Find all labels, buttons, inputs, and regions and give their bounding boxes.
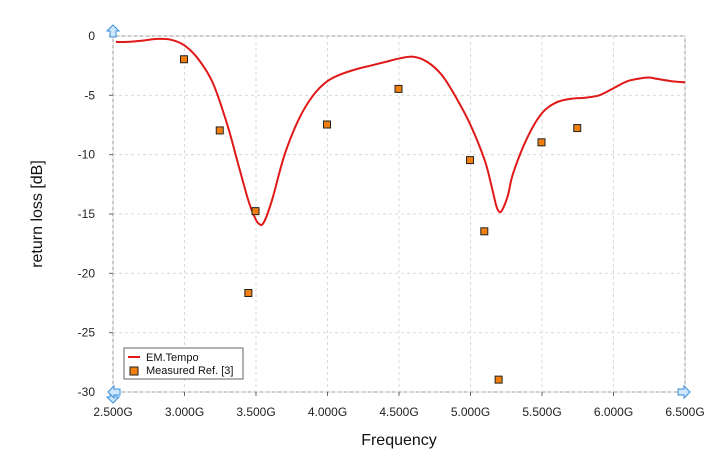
axes: 2.500G 3.000G 3.500G 4.000G 4.500G 5.000G 5.50… bbox=[78, 29, 705, 419]
x-axis-title: Frequency bbox=[361, 432, 437, 449]
x-tick-label: 4.500G bbox=[379, 405, 418, 419]
legend-label-measured-ref: Measured Ref. [3] bbox=[146, 365, 233, 377]
y-tick-label: -15 bbox=[78, 207, 96, 221]
x-axis-left-handle[interactable] bbox=[107, 384, 121, 400]
x-axis-right-handle[interactable] bbox=[677, 384, 691, 400]
y-axis-title: return loss [dB] bbox=[29, 160, 46, 268]
y-tick-label: 0 bbox=[88, 29, 95, 43]
measured-point bbox=[480, 227, 489, 236]
x-tick-label: 6.500G bbox=[665, 405, 704, 419]
em-tempo-line bbox=[115, 37, 686, 227]
measured-point bbox=[215, 126, 224, 135]
measured-point bbox=[494, 375, 503, 384]
measured-point bbox=[251, 207, 260, 216]
em-tempo-series bbox=[115, 37, 686, 227]
legend-label-em-tempo: EM.Tempo bbox=[146, 352, 199, 364]
x-tick-label: 4.000G bbox=[308, 405, 347, 419]
legend: EM.Tempo Measured Ref. [3] bbox=[123, 347, 244, 380]
y-tick-label: -5 bbox=[84, 88, 95, 102]
y-tick-label: -10 bbox=[78, 148, 96, 162]
x-tick-label: 5.000G bbox=[451, 405, 490, 419]
y-axis-top-handle[interactable] bbox=[105, 24, 121, 38]
x-tick-label: 3.500G bbox=[236, 405, 275, 419]
x-tick-label: 2.500G bbox=[93, 405, 132, 419]
measured-point bbox=[180, 55, 188, 64]
y-tick-label: -30 bbox=[78, 385, 96, 399]
x-tick-label: 5.500G bbox=[522, 405, 561, 419]
legend-marker-swatch bbox=[129, 366, 139, 376]
legend-box bbox=[123, 347, 244, 380]
measured-point bbox=[537, 138, 546, 147]
x-tick-label: 3.000G bbox=[165, 405, 204, 419]
measured-point bbox=[466, 156, 474, 165]
measured-point bbox=[323, 120, 331, 129]
measured-point bbox=[244, 289, 253, 298]
measured-ref-series bbox=[180, 55, 582, 384]
y-tick-label: -25 bbox=[78, 326, 96, 340]
measured-point bbox=[394, 84, 403, 93]
measured-point bbox=[573, 124, 582, 133]
x-tick-label: 6.000G bbox=[594, 405, 633, 419]
y-tick-label: -20 bbox=[78, 266, 96, 280]
